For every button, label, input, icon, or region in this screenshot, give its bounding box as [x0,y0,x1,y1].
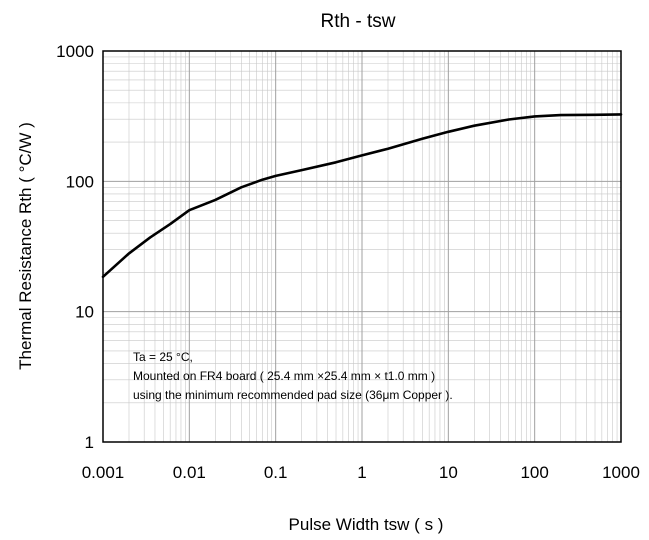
plot-area [102,50,622,443]
y-tick-label: 10 [75,303,94,322]
series-line [101,113,623,279]
x-tick-label: 0.01 [173,463,206,482]
x-tick-label: 1 [357,463,366,482]
annotation-line: Mounted on FR4 board ( 25.4 mm ×25.4 mm … [133,369,435,383]
y-tick-label: 1 [85,433,94,452]
annotation-line: Ta = 25 °C, [133,350,193,364]
y-tick-label: 100 [66,172,94,191]
annotation: Ta = 25 °C, Mounted on FR4 board ( 25.4 … [133,350,453,402]
major-grid [103,51,621,442]
x-tick-label: 100 [520,463,548,482]
x-tick-label: 0.001 [82,463,125,482]
chart-title: Rth - tsw [321,11,396,32]
x-tick-label: 1000 [602,463,640,482]
annotation-line: using the minimum recommended pad size (… [133,388,453,402]
x-axis-title: Pulse Width tsw ( s ) [289,515,444,534]
x-tick-label: 0.1 [264,463,288,482]
y-axis-title: Thermal Resistance Rth ( °C/W ) [16,122,35,370]
y-axis-ticks: 1 10 100 1000 [56,42,94,452]
x-tick-label: 10 [439,463,458,482]
x-axis-ticks: 0.001 0.01 0.1 1 10 100 1000 [82,463,640,482]
y-tick-label: 1000 [56,42,94,61]
